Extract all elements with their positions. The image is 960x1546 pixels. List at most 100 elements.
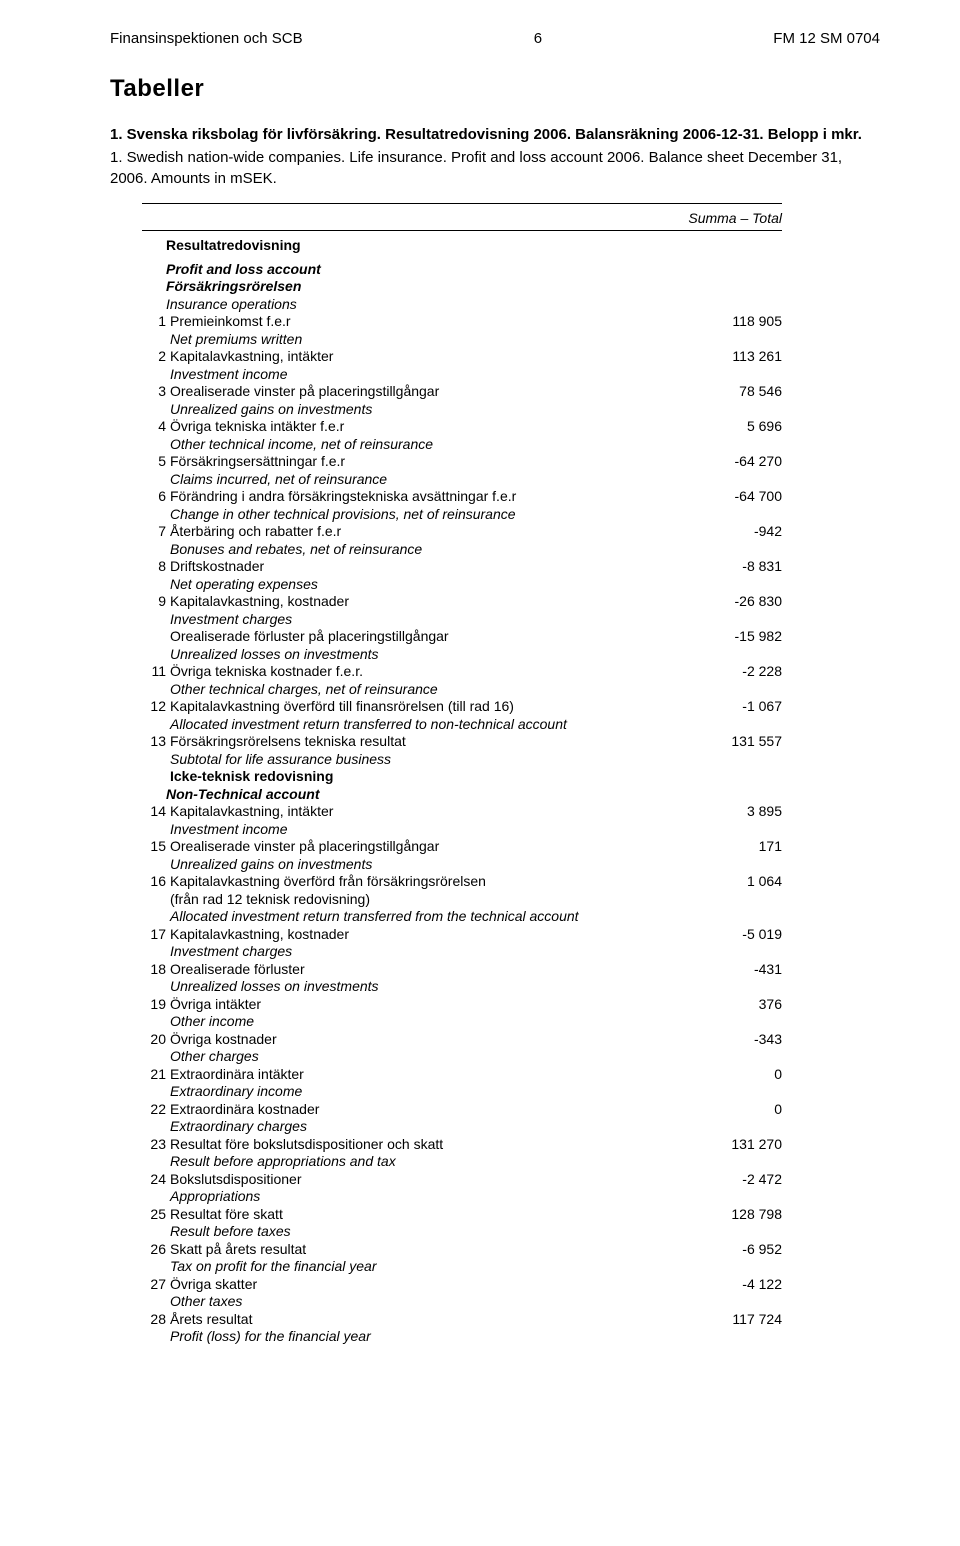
row-label-en: Investment charges	[170, 611, 782, 629]
row-num: 17	[142, 926, 170, 944]
row-label-sv: Resultat före skatt	[170, 1206, 682, 1224]
row-num: 25	[142, 1206, 170, 1224]
row-label-en: Other income	[170, 1013, 782, 1031]
row-num: 27	[142, 1276, 170, 1294]
row-value: -5 019	[682, 926, 782, 944]
row-num: 11	[142, 663, 170, 681]
header-right: FM 12 SM 0704	[773, 30, 880, 47]
row-value: 1 064	[682, 873, 782, 891]
table-row: 27Övriga skatter-4 122	[142, 1276, 782, 1294]
row-label-en: Allocated investment return transferred …	[170, 908, 782, 926]
rule-mid	[142, 230, 782, 231]
table-row: 23Resultat före bokslutsdispositioner oc…	[142, 1136, 782, 1154]
row-label-sv: Övriga tekniska kostnader f.e.r.	[170, 663, 682, 681]
row-num: 1	[142, 313, 170, 331]
row16-sv-cont: (från rad 12 teknisk redovisning)	[170, 891, 782, 909]
row-num: 2	[142, 348, 170, 366]
row-label-sv: Orealiserade förluster på placeringstill…	[170, 628, 682, 646]
row-num: 28	[142, 1311, 170, 1329]
row-num: 24	[142, 1171, 170, 1189]
row-value: 131 270	[682, 1136, 782, 1154]
row-num: 21	[142, 1066, 170, 1084]
table-row: 3Orealiserade vinster på placeringstillg…	[142, 383, 782, 401]
row-label-en: Extraordinary income	[170, 1083, 782, 1101]
row-label-sv: Premieinkomst f.e.r	[170, 313, 682, 331]
row-label-sv: Övriga tekniska intäkter f.e.r	[170, 418, 682, 436]
row-label-en: Subtotal for life assurance business	[170, 751, 782, 769]
row-num: 20	[142, 1031, 170, 1049]
row-value: 128 798	[682, 1206, 782, 1224]
table-row: 22Extraordinära kostnader0	[142, 1101, 782, 1119]
row-label-en: Other technical charges, net of reinsura…	[170, 681, 782, 699]
table-title-sv: 1. Svenska riksbolag för livförsäkring. …	[110, 125, 880, 145]
row-label-sv: Skatt på årets resultat	[170, 1241, 682, 1259]
table-row: 8Driftskostnader-8 831	[142, 558, 782, 576]
row-label-en: Result before appropriations and tax	[170, 1153, 782, 1171]
page-header: Finansinspektionen och SCB 6 FM 12 SM 07…	[110, 30, 880, 47]
row-num: 19	[142, 996, 170, 1014]
table-row: 6Förändring i andra försäkringstekniska …	[142, 488, 782, 506]
rows-block-2: 14Kapitalavkastning, intäkter3 895Invest…	[142, 803, 782, 873]
row-label-en: Investment income	[170, 821, 782, 839]
row-num: 18	[142, 961, 170, 979]
row-label-sv: Resultat före bokslutsdispositioner och …	[170, 1136, 682, 1154]
row-value: -64 700	[682, 488, 782, 506]
table-row: 24Bokslutsdispositioner-2 472	[142, 1171, 782, 1189]
rows-block-1: 1Premieinkomst f.e.r118 905Net premiums …	[142, 313, 782, 768]
row-num: 22	[142, 1101, 170, 1119]
row-num: 7	[142, 523, 170, 541]
row-value: -1 067	[682, 698, 782, 716]
row-label-sv: Övriga intäkter	[170, 996, 682, 1014]
table-row: 18Orealiserade förluster-431	[142, 961, 782, 979]
table-row: 4Övriga tekniska intäkter f.e.r5 696	[142, 418, 782, 436]
row-label-en: Investment income	[170, 366, 782, 384]
row-value: 0	[682, 1101, 782, 1119]
row-label-en: Other charges	[170, 1048, 782, 1066]
row-label-en: Other technical income, net of reinsuran…	[170, 436, 782, 454]
table-row: 12Kapitalavkastning överförd till finans…	[142, 698, 782, 716]
operations-sv: Försäkringsrörelsen	[166, 278, 782, 296]
row-label-sv: Orealiserade vinster på placeringstillgå…	[170, 383, 682, 401]
row-label-en: Tax on profit for the financial year	[170, 1258, 782, 1276]
row-label-en: Change in other technical provisions, ne…	[170, 506, 782, 524]
table-row: 26Skatt på årets resultat-6 952	[142, 1241, 782, 1259]
row-label-sv: Kapitalavkastning överförd till finansrö…	[170, 698, 682, 716]
row-num: 12	[142, 698, 170, 716]
table-row: 16 Kapitalavkastning överförd från försä…	[142, 873, 782, 891]
row-value: -64 270	[682, 453, 782, 471]
row-num: 4	[142, 418, 170, 436]
row-value: -431	[682, 961, 782, 979]
nontech-en: Non-Technical account	[166, 786, 782, 804]
row-value: -15 982	[682, 628, 782, 646]
row-value: -4 122	[682, 1276, 782, 1294]
row-label-en: Bonuses and rebates, net of reinsurance	[170, 541, 782, 559]
section-resultat: Resultatredovisning	[166, 237, 782, 253]
profit-loss-title: Profit and loss account	[166, 261, 782, 279]
table-row: 9Kapitalavkastning, kostnader-26 830	[142, 593, 782, 611]
row-num: 9	[142, 593, 170, 611]
row-label-en: Net premiums written	[170, 331, 782, 349]
row-num: 13	[142, 733, 170, 751]
row-num: 14	[142, 803, 170, 821]
table-row: 15Orealiserade vinster på placeringstill…	[142, 838, 782, 856]
row-label-sv: Extraordinära kostnader	[170, 1101, 682, 1119]
row-value: 0	[682, 1066, 782, 1084]
row-label-sv: Kapitalavkastning, kostnader	[170, 593, 682, 611]
row-label-en: Unrealized losses on investments	[170, 646, 782, 664]
row-label-en: Claims incurred, net of reinsurance	[170, 471, 782, 489]
row-num: 5	[142, 453, 170, 471]
row-label-en: Appropriations	[170, 1188, 782, 1206]
row-label-sv: Återbäring och rabatter f.e.r	[170, 523, 682, 541]
row-num: 26	[142, 1241, 170, 1259]
row-num: 15	[142, 838, 170, 856]
row-value: 113 261	[682, 348, 782, 366]
table-row: 21Extraordinära intäkter0	[142, 1066, 782, 1084]
row-label-sv: Förändring i andra försäkringstekniska a…	[170, 488, 682, 506]
row-value: -6 952	[682, 1241, 782, 1259]
row-label-sv: Årets resultat	[170, 1311, 682, 1329]
table-container: Summa – Total Resultatredovisning Profit…	[142, 203, 782, 1346]
table-row: 17Kapitalavkastning, kostnader-5 019	[142, 926, 782, 944]
section-heading: Tabeller	[110, 75, 880, 103]
row-label-sv: Försäkringsrörelsens tekniska resultat	[170, 733, 682, 751]
row-label-sv: Bokslutsdispositioner	[170, 1171, 682, 1189]
